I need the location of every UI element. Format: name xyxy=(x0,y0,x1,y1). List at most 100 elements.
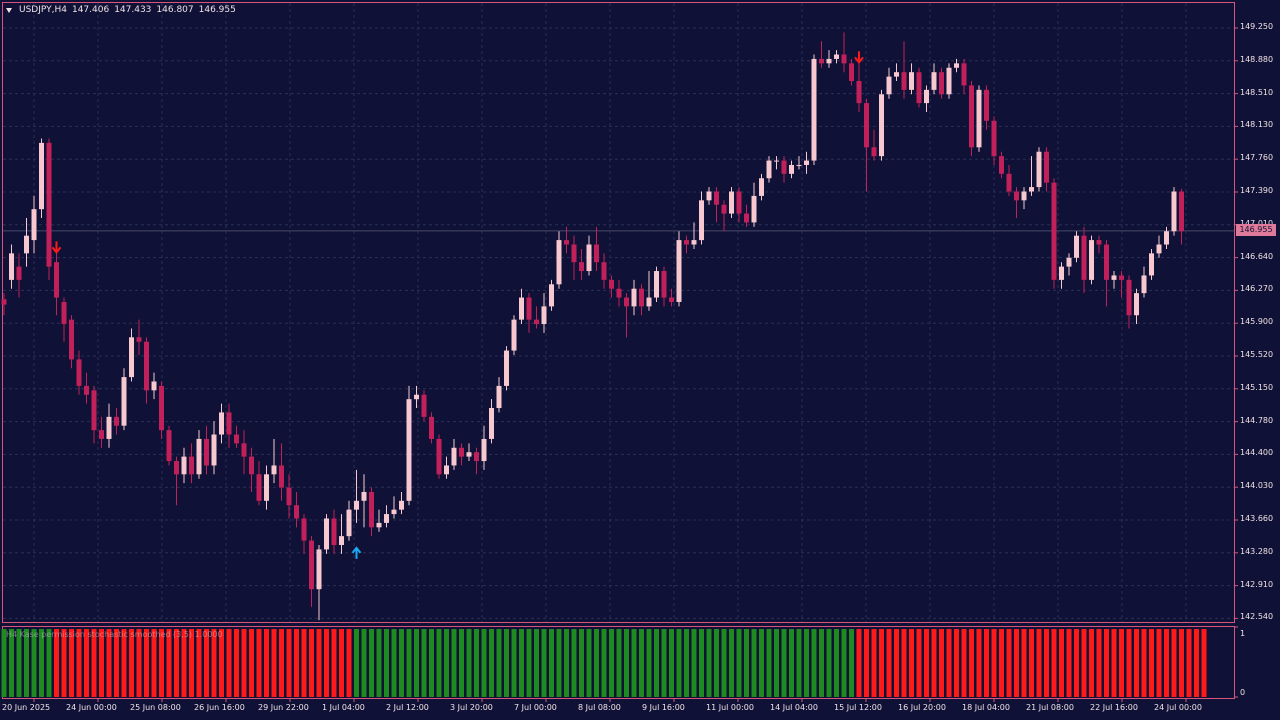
candle-body xyxy=(901,72,907,90)
oscillator-bar xyxy=(1036,629,1042,697)
candle-body xyxy=(961,63,967,86)
candle-body xyxy=(24,235,29,254)
oscillator-bar xyxy=(1089,629,1094,697)
candle-body xyxy=(609,279,614,289)
oscillator-bar xyxy=(1149,629,1154,697)
candle-body xyxy=(211,434,217,466)
indicator-scale-max: 1 xyxy=(1240,629,1246,638)
oscillator-bar xyxy=(234,629,239,697)
oscillator-bar xyxy=(856,629,862,697)
candle-body xyxy=(496,385,502,409)
candle-body xyxy=(579,262,584,272)
oscillator-bar xyxy=(1096,629,1102,697)
oscillator-bar xyxy=(609,629,614,697)
oscillator-bar xyxy=(729,629,734,697)
candle-body xyxy=(624,297,629,307)
oscillator-bar xyxy=(849,629,854,697)
ohlc-high: 147.433 xyxy=(114,5,152,15)
oscillator-bar xyxy=(916,629,922,697)
candle-body xyxy=(466,452,472,457)
indicator-scale-min: 0 xyxy=(1240,688,1246,697)
time-axis-label: 2 Jul 12:00 xyxy=(386,703,429,712)
candle-body xyxy=(489,408,494,439)
oscillator-bar xyxy=(706,629,712,697)
time-axis-label: 11 Jul 00:00 xyxy=(706,703,754,712)
candle-body xyxy=(166,430,172,462)
time-axis-label: 24 Jul 00:00 xyxy=(1154,703,1202,712)
candle-body xyxy=(819,58,824,64)
candle-body xyxy=(1044,151,1049,183)
oscillator-bar xyxy=(901,629,907,697)
price-axis-label: 147.390 xyxy=(1240,186,1274,195)
oscillator-bar xyxy=(166,629,172,697)
candle-body xyxy=(136,337,142,342)
candle-body xyxy=(1006,173,1012,192)
oscillator-bar xyxy=(886,629,892,697)
chevron-down-icon[interactable] xyxy=(6,7,12,13)
oscillator-bar xyxy=(1029,629,1034,697)
oscillator-bar xyxy=(811,629,817,697)
oscillator-bar xyxy=(376,629,382,697)
candle-body xyxy=(976,89,982,148)
oscillator-bar xyxy=(414,629,419,697)
oscillator-bar xyxy=(361,629,367,697)
oscillator-bar xyxy=(924,629,929,697)
oscillator-bar xyxy=(804,629,809,697)
candle-body xyxy=(699,200,704,241)
oscillator-bar xyxy=(264,629,269,697)
oscillator-bar xyxy=(616,629,622,697)
oscillator-bar xyxy=(526,629,532,697)
oscillator-bar xyxy=(474,629,479,697)
candle-body xyxy=(1126,279,1132,316)
candle-body xyxy=(571,244,577,263)
candle-body xyxy=(69,319,74,360)
oscillator-bar xyxy=(481,629,487,697)
oscillator-bar xyxy=(189,629,194,697)
candle-body xyxy=(1089,240,1094,280)
candle-body xyxy=(279,465,284,488)
oscillator-bar xyxy=(789,629,794,697)
candle-body xyxy=(886,76,892,95)
candle-body xyxy=(504,350,509,386)
time-axis-label: 26 Jun 16:00 xyxy=(194,703,245,712)
candle-body xyxy=(984,89,989,121)
oscillator-bar xyxy=(1156,629,1162,697)
candle-body xyxy=(444,465,449,475)
candle-body xyxy=(9,253,14,280)
candle-body xyxy=(406,399,412,501)
oscillator-bar xyxy=(384,629,389,697)
time-axis-label: 25 Jun 08:00 xyxy=(130,703,181,712)
candle-body xyxy=(1096,240,1102,245)
oscillator-bar xyxy=(1104,629,1109,697)
oscillator-bar xyxy=(1074,629,1079,697)
candle-body xyxy=(436,438,442,475)
candle-body xyxy=(849,63,854,82)
candle-body xyxy=(1081,235,1087,280)
oscillator-bar xyxy=(504,629,509,697)
candle-body xyxy=(744,213,749,223)
candle-body xyxy=(151,381,157,391)
candle-body xyxy=(196,438,202,475)
candle-body xyxy=(204,438,209,466)
oscillator-bar xyxy=(9,629,14,697)
oscillator-bar xyxy=(564,629,569,697)
candle-body xyxy=(1119,275,1124,280)
oscillator-bar xyxy=(99,629,104,697)
candle-body xyxy=(789,164,794,174)
candle-body xyxy=(1179,191,1184,232)
price-axis-label: 147.010 xyxy=(1240,219,1273,228)
oscillator-bar xyxy=(256,629,262,697)
candle-body xyxy=(226,412,232,435)
price-axis-label: 146.640 xyxy=(1240,251,1274,261)
oscillator-bar xyxy=(174,629,179,697)
candle-body xyxy=(1059,266,1064,280)
oscillator-bar xyxy=(391,629,397,697)
price-axis-label: 145.520 xyxy=(1240,350,1274,359)
oscillator-bar xyxy=(316,629,322,697)
oscillator-bar xyxy=(1044,629,1049,697)
candle-body xyxy=(1141,275,1147,294)
oscillator-bar xyxy=(759,629,764,697)
oscillator-bar xyxy=(1126,629,1132,697)
candle-body xyxy=(871,147,877,157)
